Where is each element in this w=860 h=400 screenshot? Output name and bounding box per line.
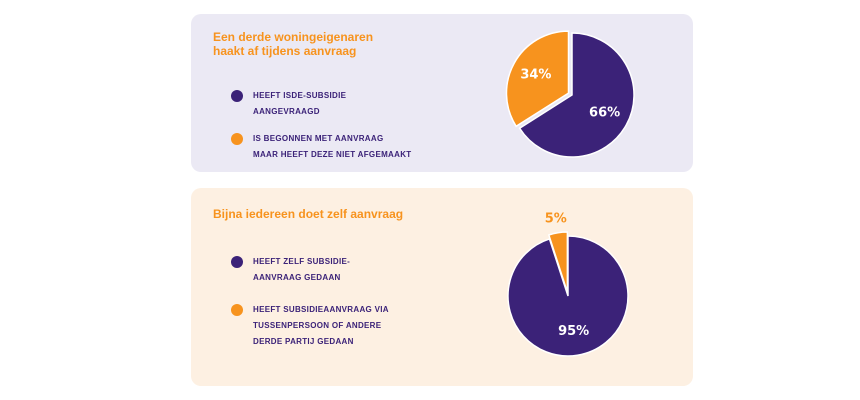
value-label: 34% <box>520 68 551 83</box>
legend-marker <box>231 304 243 316</box>
pie-slice <box>547 231 569 293</box>
legend-marker <box>231 90 243 102</box>
pie-slice <box>505 30 570 128</box>
value-label: 5% <box>545 211 567 226</box>
chart-title: Een derde woningeigenaren haakt af tijde… <box>213 30 374 58</box>
pie-slice <box>518 32 635 158</box>
chart-title: Bijna iedereen doet zelf aanvraag <box>213 207 404 221</box>
card: Een derde woningeigenaren haakt af tijde… <box>191 14 693 172</box>
value-label: 66% <box>589 105 620 120</box>
legend-label: HEEFT ISDE-SUBSIDIE AANGEVRAAGD <box>253 91 347 116</box>
pie-chart: 66% 34% <box>505 30 635 158</box>
pie-chart: 95% 5% <box>507 211 629 357</box>
card: Bijna iedereen doet zelf aanvraag HEEFT Z… <box>191 188 693 386</box>
legend-marker <box>231 256 243 268</box>
value-label: 95% <box>558 324 589 339</box>
legend-label: HEEFT ZELF SUBSIDIE- AANVRAAG GEDAAN <box>253 257 351 282</box>
legend-marker <box>231 133 243 145</box>
pie-slice <box>507 235 629 357</box>
legend-label: HEEFT SUBSIDIEAANVRAAG VIA TUSSENPERSOON… <box>253 305 389 346</box>
legend-label: IS BEGONNEN MET AANVRAAG MAAR HEEFT DEZE… <box>253 134 412 159</box>
